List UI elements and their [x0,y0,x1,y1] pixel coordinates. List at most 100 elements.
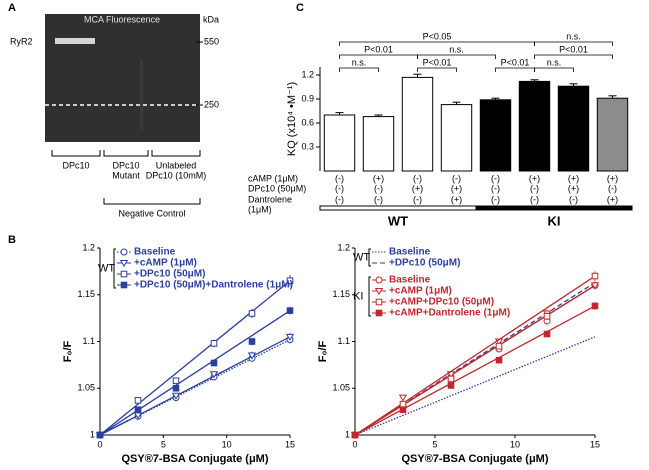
gel-panel: A MCA Fluorescence kDa RyR2 [8,2,219,142]
significance-bracket [339,67,379,72]
y-tick-label: 1 [90,429,95,439]
lane-label: Mutant [112,170,140,180]
significance-label: n.s. [547,57,562,67]
legend-marker [120,248,128,256]
condition-cell: (+) [607,173,618,183]
group-bar [475,205,633,211]
legend-marker [119,260,129,267]
condition-cell: (-) [569,194,578,204]
legend-label: +cAMP (1μM) [389,286,452,297]
y-tick-label: 1.1 [82,336,95,346]
point [210,340,218,347]
legend-label: Baseline [389,247,431,258]
group-label: KI [548,213,561,228]
legend-group-label: WT [353,251,370,263]
bar [518,80,551,172]
y-tick-label: 1.05 [332,383,350,393]
y-tick-label: 1.05 [77,383,95,393]
legend-marker [375,276,383,284]
legend-label: +cAMP (1μM) [134,258,197,269]
bar [596,97,629,172]
y-tick-label: 1.15 [77,289,95,299]
significance-bracket [417,67,457,72]
y-tick-label: 1 [345,429,350,439]
x-tick-label: 15 [590,439,600,449]
y-tick-label: 1.2 [301,69,314,79]
significance-label: P<0.05 [423,31,452,41]
condition-label: cAMP (1μM) [248,173,298,183]
condition-cell: (+) [412,183,423,193]
point [399,406,407,414]
point [96,431,104,439]
condition-cell: (-) [452,173,461,183]
legend-label: +DPc10 (50μM)+Dantrolene (1μM) [134,280,293,291]
gel-image [45,14,200,142]
legend-bracket [368,248,371,267]
point [286,277,294,285]
gel-band [55,38,95,44]
significance-bracket [417,54,496,59]
group-label: WT [388,213,408,228]
significance-label: P<0.01 [423,57,452,67]
fit-line [354,282,596,436]
significance-label: P<0.01 [559,44,588,54]
condition-cell: (+) [451,194,462,204]
significance-label: P<0.01 [501,57,530,67]
bar [323,114,356,172]
significance-label: P<0.01 [364,44,393,54]
point [591,272,599,280]
point [248,310,256,317]
y-tick-label: 0.3 [301,141,314,151]
legend-group-label: WT [98,262,115,274]
point [134,406,142,414]
bar [401,76,434,172]
condition-cell: (+) [529,173,540,183]
legend-marker [375,309,383,317]
point [495,342,503,350]
condition-cell: (-) [413,173,422,183]
condition-cell: (-) [335,173,344,183]
legend-bracket [113,248,116,289]
y-axis-label: F₀/F [62,340,74,362]
lane-label: DPc10 [112,160,139,170]
point [172,377,180,385]
point [171,392,181,400]
y-tick-label: 1.2 [82,242,95,252]
x-tick-label: 0 [352,439,357,449]
condition-label: Dantrolene [248,194,292,204]
marker-label: 550 [204,36,219,46]
group-label: Negative Control [118,208,185,218]
condition-cell: (-) [530,194,539,204]
bar [479,99,512,172]
legend-marker [120,270,128,278]
legend-label: +DPc10 (50μM) [389,258,460,269]
y-tick-label: 0.6 [301,117,314,127]
point [172,384,180,392]
fit-line [99,280,291,436]
condition-cell: (-) [491,173,500,183]
point [134,397,142,404]
legend-label: +DPc10 (50μM) [134,269,205,280]
x-tick-label: 10 [510,439,520,449]
x-axis-label: QSY®7-BSA Conjugate (μM) [401,453,548,465]
fit-line [99,336,291,436]
condition-cell: (+) [451,183,462,193]
significance-bracket [495,67,535,72]
legend-bracket [368,276,371,317]
point [248,338,256,345]
legend-marker [374,288,384,295]
point [590,282,600,290]
point [591,302,599,310]
legend-label: +cAMP+DPc10 (50μM) [389,297,494,308]
condition-cell: (-) [608,183,617,193]
panel-label: A [8,2,16,14]
panel-label: C [296,2,304,14]
condition-cell: (-) [335,194,344,204]
point [399,400,407,408]
fit-line [354,284,596,436]
legend-group-label: KI [353,290,363,302]
x-tick-label: 5 [161,439,166,449]
condition-cell: (-) [374,194,383,204]
significance-bracket [534,54,613,59]
